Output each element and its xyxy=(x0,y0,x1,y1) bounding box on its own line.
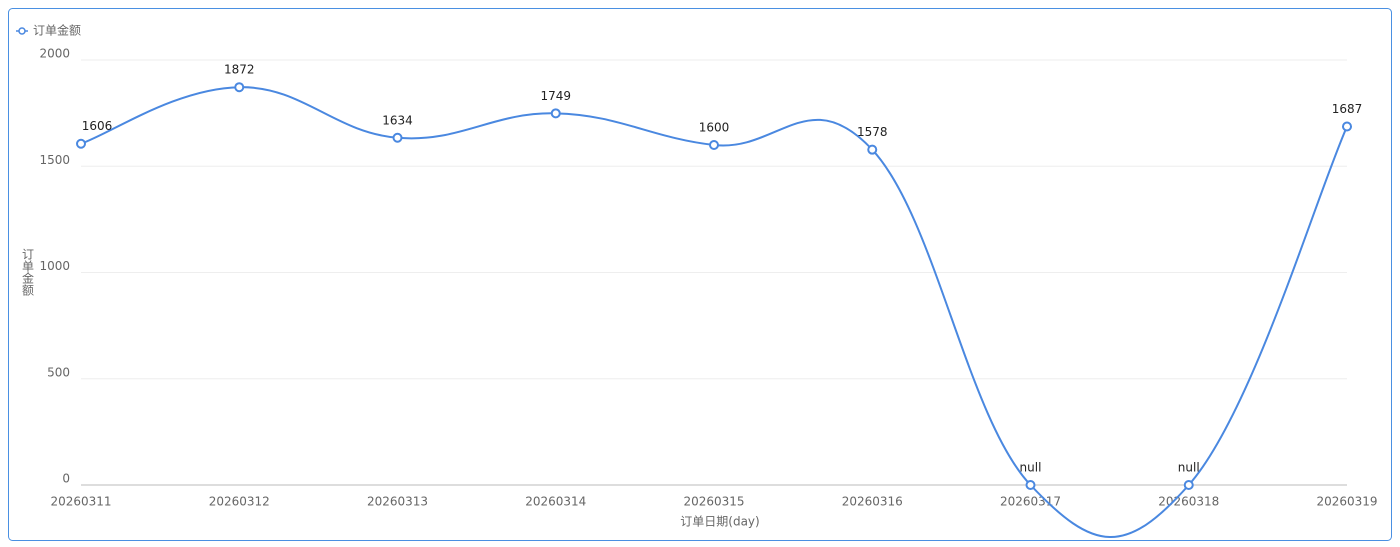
data-point xyxy=(867,144,878,155)
y-axis-title: 订单金额 xyxy=(21,248,35,297)
x-axis-title: 订单日期(day) xyxy=(680,515,759,529)
x-tick-label: 20260314 xyxy=(525,495,586,509)
data-label: null xyxy=(1178,461,1200,475)
x-tick-label: 20260316 xyxy=(842,495,903,509)
y-tick-label: 2000 xyxy=(39,47,70,61)
x-tick-label: 20260315 xyxy=(683,495,744,509)
data-point xyxy=(1025,480,1036,490)
x-tick-label: 20260319 xyxy=(1316,495,1377,509)
data-point xyxy=(76,138,86,149)
data-point xyxy=(392,132,403,143)
x-tick-label: 20260311 xyxy=(50,495,111,509)
data-label: 1578 xyxy=(857,125,888,139)
data-label: null xyxy=(1020,461,1042,475)
x-tick-label: 20260313 xyxy=(367,495,428,509)
data-label: 1600 xyxy=(699,121,730,135)
x-tick-label: 20260317 xyxy=(1000,495,1061,509)
data-label: 1687 xyxy=(1332,102,1363,116)
data-label: 1634 xyxy=(382,113,413,127)
legend-marker xyxy=(18,27,26,35)
data-label: 1749 xyxy=(540,89,571,103)
x-tick-label: 20260318 xyxy=(1158,495,1219,509)
data-point xyxy=(1342,121,1352,132)
y-tick-label: 1500 xyxy=(39,153,70,167)
y-tick-label: 500 xyxy=(47,365,70,379)
x-tick-label: 20260312 xyxy=(209,495,270,509)
data-point xyxy=(550,108,561,119)
data-point xyxy=(1183,480,1194,490)
y-tick-label: 1000 xyxy=(39,259,70,273)
data-point xyxy=(709,140,719,150)
y-tick-label: 0 xyxy=(62,472,70,486)
legend-label: 订单金额 xyxy=(33,23,81,38)
series-line xyxy=(80,86,1348,538)
chart-frame xyxy=(8,8,1392,541)
data-point xyxy=(234,82,245,93)
data-label: 1606 xyxy=(82,119,113,133)
data-label: 1872 xyxy=(224,63,255,77)
